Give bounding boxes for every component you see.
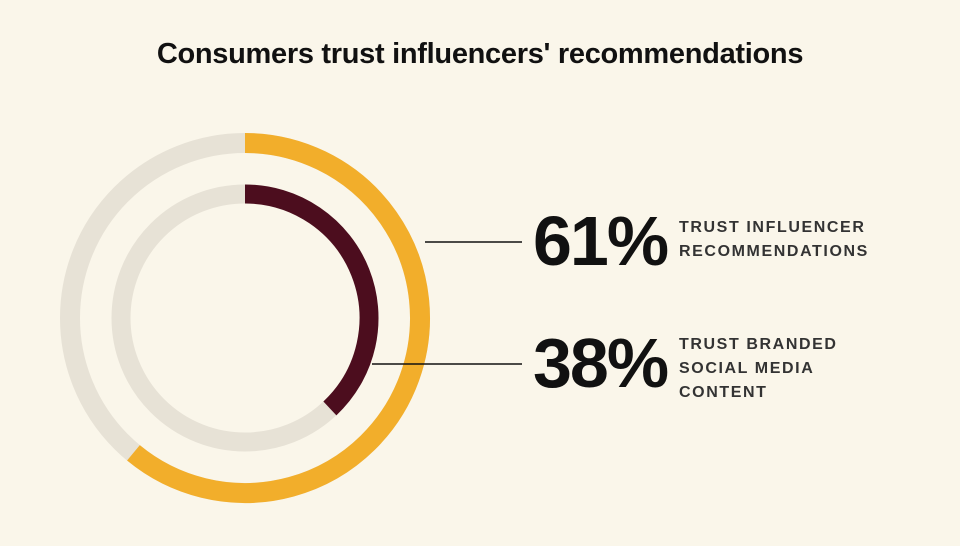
value-label: 38% [533, 324, 669, 402]
series-label: TRUST INFLUENCER RECOMMENDATIONS [679, 219, 869, 260]
value-label: 61% [533, 202, 669, 280]
chart-title: Consumers trust influencers' recommendat… [156, 38, 804, 70]
series-label: TRUST BRANDED SOCIAL MEDIA CONTENT [679, 336, 838, 401]
arc [127, 133, 430, 503]
arc [244, 184, 379, 416]
